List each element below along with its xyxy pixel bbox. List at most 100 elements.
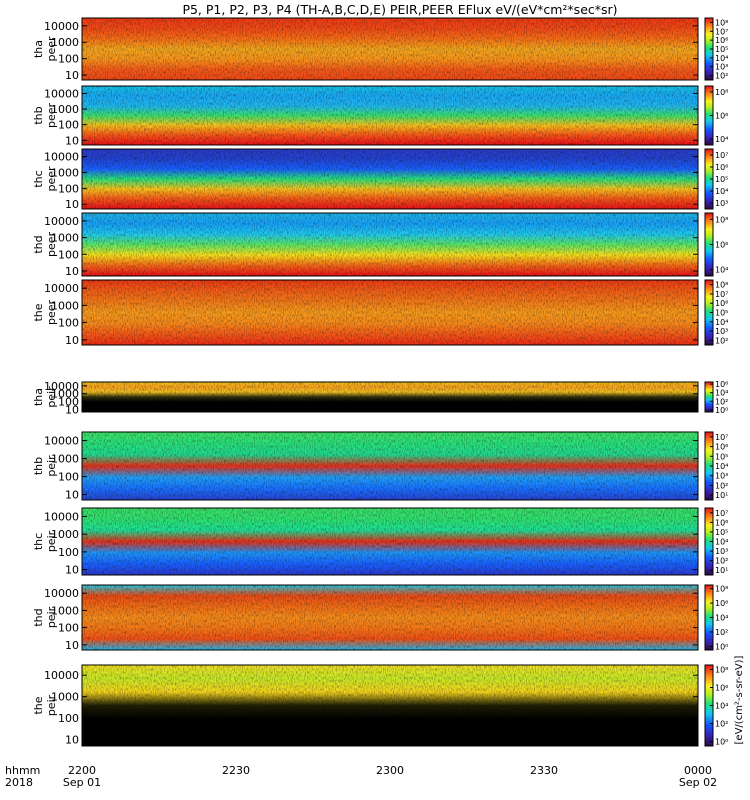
y-tick-label: 1000 xyxy=(51,691,79,704)
panel-probe-label: thb xyxy=(32,106,45,124)
panel-frame xyxy=(81,17,699,81)
colorbar-tick-label: 10³ xyxy=(715,327,728,336)
colorbar-tick-label: 10⁸ xyxy=(715,18,728,27)
y-tick-label: 100 xyxy=(58,471,79,484)
colorbar-tick-label: 10⁶ xyxy=(715,599,728,608)
colorbar-tick-label: 10⁴ xyxy=(715,462,728,471)
x-tick-label: 2330 xyxy=(530,764,558,777)
y-tick-label: 100 xyxy=(58,182,79,195)
spectrogram-texture xyxy=(82,382,698,412)
colorbar-tick-label: 10⁶ xyxy=(715,241,728,250)
panel-gap xyxy=(82,654,698,661)
colorbar-tick-label: 10⁸ xyxy=(715,585,728,594)
y-tick-label: 1000 xyxy=(51,36,79,49)
colorbar-tick-label: 10⁶ xyxy=(715,299,728,308)
y-tick-label: 1000 xyxy=(51,453,79,466)
y-tick-label: 1000 xyxy=(51,604,79,617)
colorbar-tick-label: 10⁵ xyxy=(715,452,728,461)
panel-the-peir: 10 100 1000 10000 the peir 10⁰ 10² 10⁴ 10⁶ 10⁸ xyxy=(32,664,728,747)
panel-species-label: peir xyxy=(45,694,58,716)
colorbar-tick-label: 10¹ xyxy=(715,491,728,500)
panel-probe-label: thc xyxy=(32,170,45,187)
colorbar-tick-label: 10⁶ xyxy=(715,443,728,452)
panel-frame xyxy=(81,85,699,146)
panel-probe-label: the xyxy=(32,696,45,714)
spectrogram-texture xyxy=(82,585,698,650)
x-tick-date-label: Sep 01 xyxy=(63,776,101,789)
colorbar-tick-label: 10⁴ xyxy=(715,702,728,711)
colorbar-tick-label: 10⁶ xyxy=(715,36,728,45)
y-tick-label: 100 xyxy=(58,53,79,66)
colorbar-tick-label: 10⁴ xyxy=(715,135,728,144)
panel-probe-label: thc xyxy=(32,533,45,550)
colorbar-tick-label: 10⁴ xyxy=(715,187,728,196)
panel-species-label: peer xyxy=(45,300,58,326)
colorbar-tick-label: 10³ xyxy=(715,547,728,556)
panel-frame xyxy=(81,148,699,210)
panel-frame xyxy=(81,381,699,413)
colorbar-tick-label: 10⁴ xyxy=(715,266,728,275)
y-tick-label: 1000 xyxy=(51,232,79,245)
colorbar-units-label: [eV/(cm²-s-sr-eV)] xyxy=(734,655,745,744)
y-tick-label: 1000 xyxy=(51,166,79,179)
spectrogram-texture xyxy=(82,213,698,276)
x-row-label-time: hhmm xyxy=(5,764,40,777)
y-tick-label: 10 xyxy=(65,564,79,577)
spectrogram-texture xyxy=(82,149,698,209)
y-tick-label: 1000 xyxy=(51,388,79,401)
panel-gap xyxy=(82,416,698,428)
panel-probe-label: thd xyxy=(32,235,45,253)
spectrogram-texture xyxy=(82,508,698,575)
y-tick-label: 10000 xyxy=(44,669,79,682)
panel-species-label: peir xyxy=(45,455,58,477)
colorbar-tick-label: 10² xyxy=(715,557,728,566)
colorbar-tick-label: 10³ xyxy=(715,472,728,481)
y-tick-label: 10 xyxy=(65,69,79,82)
panel-gap xyxy=(82,349,698,378)
colorbar-tick-label: 10⁴ xyxy=(715,318,728,327)
colorbar-tick-label: 10³ xyxy=(715,63,728,72)
y-tick-label: 10 xyxy=(65,334,79,347)
y-tick-label: 100 xyxy=(58,712,79,725)
y-tick-label: 10 xyxy=(65,734,79,747)
panel-thb-peir: 10 100 1000 10000 thb peir 10¹10²10³10⁴10⁵10⁶1… xyxy=(32,431,728,502)
colorbar-tick-label: 10⁴ xyxy=(715,538,728,547)
spectrogram-texture xyxy=(82,280,698,345)
y-tick-label: 10 xyxy=(65,265,79,278)
colorbar-tick-label: 10² xyxy=(715,628,728,637)
colorbar xyxy=(704,381,714,413)
colorbar-tick-label: 10² xyxy=(715,336,728,345)
colorbar-tick-label: 10² xyxy=(715,720,728,729)
colorbar-tick-label: 10⁴ xyxy=(715,54,728,63)
panel-thd-peer: 10 100 1000 10000 thd peer 10⁴ 10⁶ 10⁸ xyxy=(32,212,728,278)
colorbar-tick-label: 10⁶ xyxy=(715,380,728,389)
x-tick-label: 2300 xyxy=(376,764,404,777)
y-tick-label: 100 xyxy=(58,119,79,132)
colorbar-tick-label: 10² xyxy=(715,481,728,490)
panel-thd-peir: 10 100 1000 10000 thd peir 10⁰ 10² 10⁴ 10⁶ 10⁸ xyxy=(32,584,728,652)
colorbar-tick-label: 10³ xyxy=(715,199,728,208)
panel-species-label: peer xyxy=(45,232,58,258)
y-tick-label: 10 xyxy=(65,198,79,211)
y-tick-label: 10 xyxy=(65,134,79,147)
y-tick-label: 10 xyxy=(65,404,79,417)
panel-frame xyxy=(81,212,699,277)
panel-probe-label: tha xyxy=(32,40,45,58)
colorbar-tick-label: 10⁷ xyxy=(715,27,728,36)
panel-thc-peir: 10 100 1000 10000 thc peir 10¹10²10³10⁴10⁵10⁶1… xyxy=(32,507,728,577)
y-tick-label: 100 xyxy=(58,317,79,330)
figure-title: P5, P1, P2, P3, P4 (TH-A,B,C,D,E) PEIR,P… xyxy=(182,2,617,17)
colorbar-tick-label: 10⁷ xyxy=(715,509,728,518)
x-tick-date-label: Sep 02 xyxy=(679,776,717,789)
panel-gap xyxy=(82,579,698,581)
colorbar-tick-label: 10⁴ xyxy=(715,389,728,398)
y-tick-label: 10000 xyxy=(44,435,79,448)
colorbar-tick-label: 10⁷ xyxy=(715,151,728,160)
panel-species-label: peir xyxy=(45,530,58,552)
spectrogram-texture xyxy=(82,86,698,145)
colorbar-tick-label: 10⁰ xyxy=(715,642,728,651)
